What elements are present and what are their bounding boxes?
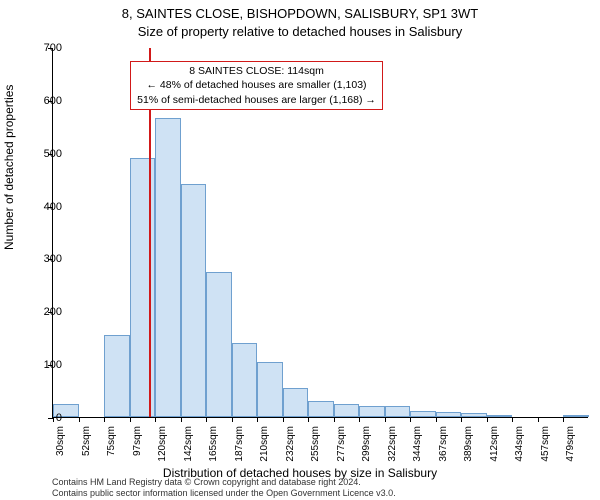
x-tick-label: 75sqm: [106, 426, 117, 456]
x-tick-mark: [257, 417, 258, 422]
histogram-bar: [359, 406, 385, 417]
y-tick-label: 300: [32, 253, 62, 265]
x-tick-mark: [308, 417, 309, 422]
x-tick-mark: [232, 417, 233, 422]
x-tick-label: 322sqm: [387, 426, 398, 462]
x-tick-mark: [104, 417, 105, 422]
x-tick-mark: [334, 417, 335, 422]
x-tick-label: 277sqm: [336, 426, 347, 462]
x-tick-label: 479sqm: [565, 426, 576, 462]
histogram-bar: [410, 411, 436, 417]
x-tick-mark: [206, 417, 207, 422]
annotation-line: 51% of semi-detached houses are larger (…: [137, 93, 376, 107]
x-tick-label: 255sqm: [310, 426, 321, 462]
y-tick-label: 500: [32, 148, 62, 160]
x-tick-mark: [410, 417, 411, 422]
y-tick-label: 100: [32, 359, 62, 371]
y-tick-label: 700: [32, 42, 62, 54]
annotation-line: ← 48% of detached houses are smaller (1,…: [137, 78, 376, 92]
histogram-bar: [461, 413, 487, 417]
x-tick-label: 344sqm: [412, 426, 423, 462]
histogram-bar: [334, 404, 360, 417]
histogram-bar: [436, 412, 462, 417]
annotation-box: 8 SAINTES CLOSE: 114sqm← 48% of detached…: [130, 61, 383, 110]
figure: 8, SAINTES CLOSE, BISHOPDOWN, SALISBURY,…: [0, 0, 600, 500]
x-tick-label: 52sqm: [81, 426, 92, 456]
x-tick-mark: [359, 417, 360, 422]
x-tick-mark: [436, 417, 437, 422]
x-tick-label: 120sqm: [157, 426, 168, 462]
x-tick-mark: [181, 417, 182, 422]
histogram-bar: [206, 272, 232, 417]
histogram-bar: [155, 118, 181, 417]
x-tick-label: 97sqm: [132, 426, 143, 456]
histogram-bar: [487, 415, 513, 417]
x-tick-label: 232sqm: [285, 426, 296, 462]
plot-area: 8 SAINTES CLOSE: 114sqm← 48% of detached…: [52, 48, 588, 418]
footer: Contains HM Land Registry data © Crown c…: [52, 477, 396, 499]
annotation-line: 8 SAINTES CLOSE: 114sqm: [137, 64, 376, 78]
x-tick-mark: [283, 417, 284, 422]
y-tick-label: 200: [32, 306, 62, 318]
histogram-bar: [385, 406, 411, 417]
histogram-bar: [181, 184, 207, 417]
y-tick-label: 0: [32, 412, 62, 424]
x-tick-mark: [538, 417, 539, 422]
x-tick-label: 389sqm: [463, 426, 474, 462]
x-tick-label: 434sqm: [514, 426, 525, 462]
histogram-bar: [104, 335, 130, 417]
title-line-1: 8, SAINTES CLOSE, BISHOPDOWN, SALISBURY,…: [0, 6, 600, 21]
x-tick-mark: [487, 417, 488, 422]
x-tick-mark: [385, 417, 386, 422]
x-tick-label: 30sqm: [55, 426, 66, 456]
x-tick-mark: [563, 417, 564, 422]
x-tick-mark: [130, 417, 131, 422]
x-tick-label: 299sqm: [361, 426, 372, 462]
y-tick-label: 600: [32, 95, 62, 107]
histogram-bar: [257, 362, 283, 418]
histogram-bar: [232, 343, 258, 417]
x-tick-label: 367sqm: [438, 426, 449, 462]
x-tick-label: 165sqm: [208, 426, 219, 462]
x-tick-mark: [461, 417, 462, 422]
x-tick-mark: [512, 417, 513, 422]
x-tick-label: 187sqm: [234, 426, 245, 462]
x-tick-label: 210sqm: [259, 426, 270, 462]
x-tick-mark: [155, 417, 156, 422]
y-axis-label: Number of detached properties: [2, 85, 16, 250]
histogram-bar: [563, 415, 589, 417]
x-tick-label: 142sqm: [183, 426, 194, 462]
histogram-bar: [283, 388, 309, 417]
footer-line-2: Contains public sector information licen…: [52, 488, 396, 499]
title-line-2: Size of property relative to detached ho…: [0, 24, 600, 39]
y-tick-label: 400: [32, 201, 62, 213]
x-tick-mark: [79, 417, 80, 422]
x-tick-label: 412sqm: [489, 426, 500, 462]
x-tick-label: 457sqm: [540, 426, 551, 462]
footer-line-1: Contains HM Land Registry data © Crown c…: [52, 477, 396, 488]
histogram-bar: [308, 401, 334, 417]
